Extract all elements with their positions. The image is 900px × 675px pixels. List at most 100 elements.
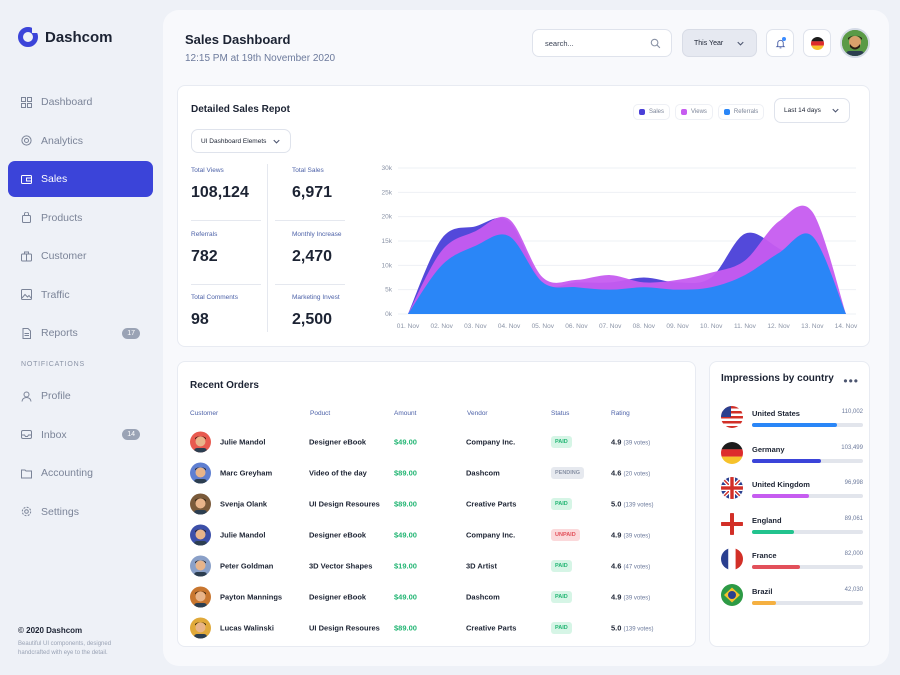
table-row[interactable]: Julie Mandol Designer eBook $49.00 Company … [190,426,690,457]
order-amount: $19.00 [394,561,417,570]
table-row[interactable]: Marc Greyham Video of the day $89.00 Dashco… [190,457,690,488]
notifications-button[interactable] [766,29,794,57]
product-name: Designer eBook [309,592,367,601]
progress-fill [752,600,777,605]
vendor-name: Creative Parts [466,499,517,508]
target-icon [21,135,32,146]
rating-votes: (139 votes) [623,502,654,508]
impression-value: 42,030 [844,586,863,593]
sidebar-item-customer[interactable]: Customer [8,238,153,274]
column-header[interactable]: Rating [611,410,630,417]
vendor-name: Company Inc. [466,437,516,446]
legend-item[interactable]: Views [675,104,713,120]
table-row[interactable]: Peter Goldman 3D Vector Shapes $19.00 3D Ar… [190,550,690,581]
stat-label: Total Sales [292,167,324,174]
rating: 4.9 (39 votes) [611,592,650,601]
sidebar-item-accounting[interactable]: Accounting [8,455,153,491]
y-tick-label: 30k [382,165,393,172]
customer-name: Julie Mandol [220,437,266,446]
rating: 4.6 (47 votes) [611,561,650,570]
sidebar-item-analytics[interactable]: Analytics [8,123,153,159]
sidebar-item-reports[interactable]: Reports 17 [8,315,153,351]
sidebar-item-label: Profile [41,390,71,402]
sidebar-item-label: Analytics [41,134,84,147]
range-select-label: This Year [694,39,724,47]
page-subtitle: 12:15 PM at 19th November 2020 [185,53,336,64]
country-name: United Kingdom [752,480,810,490]
customer-avatar [190,555,211,576]
period-select[interactable]: Last 14 days [774,98,850,123]
customer-name: Lucas Walinski [220,623,274,632]
sidebar-item-label: Accounting [41,467,93,479]
column-header[interactable]: Vendor [467,410,488,417]
stats-divider [275,284,345,285]
sidebar-item-traffic[interactable]: Traffic [8,277,153,313]
progress-fill [752,565,800,570]
order-amount: $49.00 [394,530,417,539]
progress-track [752,458,863,463]
column-header[interactable]: Customer [190,410,219,417]
sidebar-item-settings[interactable]: Settings [8,494,153,530]
order-amount: $89.00 [394,499,417,508]
country-row[interactable]: United States 110,002 [721,406,863,442]
search-box[interactable] [532,29,672,57]
sidebar-item-sales[interactable]: Sales [8,161,153,197]
rating-value: 4.9 [611,530,622,539]
sidebar: Dashcom Dashboard Analytics Sales Products C… [0,0,162,675]
vendor-name: Company Inc. [466,530,516,539]
rating-votes: (47 votes) [623,564,651,570]
legend-item[interactable]: Sales [633,104,671,120]
x-tick-label: 08. Nov [633,323,656,330]
progress-fill [752,529,795,534]
avatar-icon [190,462,211,483]
legend-label: Referrals [733,109,759,115]
sidebar-item-products[interactable]: Products [8,200,153,236]
sales-report-title: Detailed Sales Repot [191,104,290,115]
search-input[interactable] [545,38,645,48]
country-row[interactable]: Brazil 42,030 [721,583,863,620]
dataset-select[interactable]: UI Dashboard Elemets [191,129,291,153]
product-name: Designer eBook [309,437,367,446]
language-button[interactable] [803,29,831,57]
section-label: NOTIFICATIONS [21,360,85,368]
column-header[interactable]: Poduct [310,410,331,417]
chevron-down-icon [832,108,839,113]
rating: 4.9 (39 votes) [611,437,650,446]
x-tick-label: 01. Nov [397,323,420,330]
country-row[interactable]: France 82,000 [721,548,863,584]
more-dots-icon[interactable]: ••• [843,374,859,388]
country-row[interactable]: United Kingdom 96,998 [721,477,863,513]
stats-divider [191,284,261,285]
country-row[interactable]: Germany 103,499 [721,441,863,478]
sidebar-item-dashboard[interactable]: Dashboard [8,84,153,120]
country-row[interactable]: England 89,061 [721,512,863,549]
legend-item[interactable]: Referrals [717,104,765,120]
table-row[interactable]: Svenja Olank UI Design Resoures $89.00 Crea… [190,488,690,519]
stat-label: Total Views [191,167,224,174]
progress-track [752,494,863,499]
customer-avatar [190,462,211,483]
stat-total-views: Total Views 108,124 [191,164,271,227]
table-row[interactable]: Payton Mannings Designer eBook $49.00 Dashc… [190,581,690,612]
vendor-name: Dashcom [466,468,500,477]
status-badge: PAID [551,621,572,634]
column-header[interactable]: Status [551,410,570,417]
logo[interactable]: Dashcom [18,26,113,47]
range-select[interactable]: This Year [682,29,757,57]
customer-name: Marc Greyham [220,468,273,477]
sidebar-item-profile[interactable]: Profile [8,378,153,414]
folder-icon [21,468,32,479]
avatar-icon [190,617,211,638]
user-avatar[interactable] [840,28,870,58]
product-name: Designer eBook [309,530,367,539]
rating-value: 4.9 [611,437,622,446]
sidebar-item-inbox[interactable]: Inbox 14 [8,417,153,453]
table-row[interactable]: Lucas Walinski UI Design Resoures $89.00 Cr… [190,612,690,643]
table-row[interactable]: Julie Mandol Designer eBook $49.00 Company … [190,519,690,550]
impression-value: 89,061 [844,515,863,522]
avatar-icon [842,30,868,56]
x-tick-label: 13. Nov [801,323,824,330]
column-header[interactable]: Amount [394,410,417,417]
inbox-icon [21,429,32,440]
sidebar-item-label: Traffic [41,288,70,301]
